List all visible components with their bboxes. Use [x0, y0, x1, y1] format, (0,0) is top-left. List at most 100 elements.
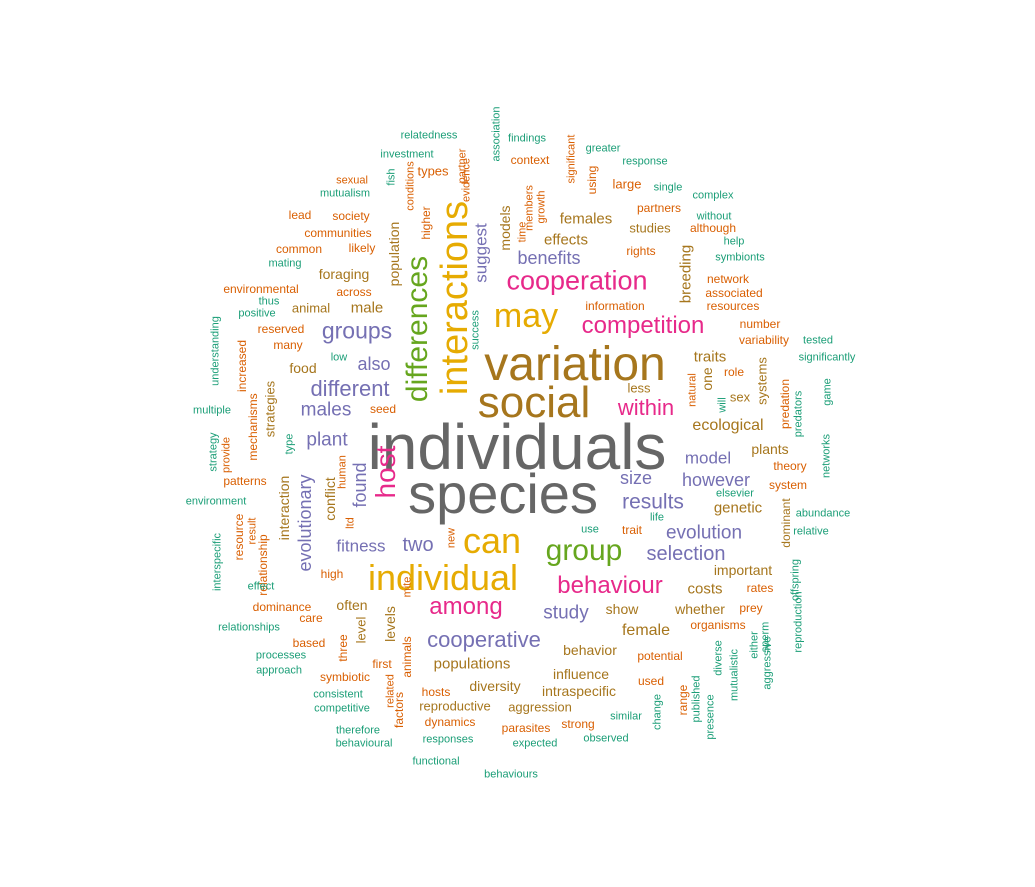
word-resources: resources: [706, 299, 760, 313]
word-interaction: interaction: [276, 475, 292, 541]
word-multiple: multiple: [193, 404, 231, 417]
word-types: types: [417, 163, 449, 179]
word-context: context: [510, 153, 550, 167]
word-mite: mite: [401, 576, 414, 598]
word-dynamics: dynamics: [424, 715, 476, 729]
word-common: common: [275, 242, 323, 256]
word-elsevier: elsevier: [716, 487, 754, 500]
word-growth: growth: [535, 190, 548, 224]
word-functional: functional: [412, 755, 460, 768]
word-individuals: individuals: [367, 411, 667, 483]
word-associated: associated: [705, 286, 763, 300]
word-populations: populations: [433, 655, 511, 673]
word-first: first: [372, 657, 392, 671]
word-published: published: [690, 675, 703, 723]
word-aggressive: aggressive: [761, 636, 774, 690]
word-investment: investment: [380, 148, 434, 161]
word-thus: thus: [258, 295, 280, 308]
word-traits: traits: [693, 348, 727, 366]
word-increased: increased: [235, 339, 249, 393]
word-hosts: hosts: [421, 685, 451, 699]
word-conflict: conflict: [322, 477, 338, 521]
word-environment: environment: [185, 495, 247, 508]
word-use: use: [581, 523, 599, 536]
word-significant: significant: [565, 134, 578, 184]
word-behaviours: behaviours: [484, 768, 538, 781]
word-potential: potential: [637, 649, 683, 663]
word-using: using: [585, 165, 599, 195]
word-theory: theory: [773, 459, 807, 473]
word-communities: communities: [304, 226, 372, 240]
word-two: two: [402, 534, 434, 556]
word-social: social: [477, 378, 591, 427]
word-costs: costs: [687, 580, 723, 598]
word-tested: tested: [803, 334, 833, 347]
word-may: may: [493, 297, 559, 335]
word-relationships: relationships: [218, 621, 280, 634]
word-among: among: [429, 593, 503, 620]
word-three: three: [336, 634, 350, 662]
word-networks: networks: [820, 433, 833, 479]
word-responses: responses: [422, 733, 474, 746]
word-often: often: [336, 597, 368, 613]
word-diverse: diverse: [712, 640, 725, 676]
word-differences: differences: [401, 255, 434, 403]
word-likely: likely: [348, 241, 376, 255]
word-predators: predators: [792, 390, 805, 438]
word-without: without: [696, 210, 732, 223]
word-large: large: [612, 176, 642, 192]
word-important: important: [713, 562, 773, 578]
word-males: males: [300, 399, 352, 421]
word-however: however: [681, 470, 751, 490]
word-sexual: sexual: [336, 174, 368, 187]
word-models: models: [497, 205, 513, 251]
word-influence: influence: [552, 666, 610, 682]
word-game: game: [821, 378, 834, 406]
word-population: population: [386, 221, 402, 287]
word-cooperation: cooperation: [506, 265, 648, 296]
word-animals: animals: [400, 636, 414, 678]
word-relatedness: relatedness: [400, 129, 458, 142]
word-animal: animal: [291, 300, 331, 316]
word-selection: selection: [646, 543, 726, 565]
word-seed: seed: [369, 402, 397, 416]
word-genetic: genetic: [713, 499, 763, 517]
word-consistent: consistent: [313, 688, 363, 701]
word-benefits: benefits: [517, 248, 581, 268]
word-ecological: ecological: [692, 417, 764, 434]
word-fitness: fitness: [336, 536, 386, 556]
word-partner: partner: [456, 148, 469, 184]
word-foraging: foraging: [318, 266, 370, 282]
word-also: also: [357, 354, 391, 374]
word-across: across: [336, 285, 372, 299]
word-natural: natural: [686, 373, 699, 407]
word-mating: mating: [268, 257, 302, 270]
word-symbiotic: symbiotic: [319, 670, 371, 684]
word-aggression: aggression: [508, 699, 572, 715]
word-studies: studies: [629, 220, 671, 236]
word-intraspecific: intraspecific: [542, 683, 616, 699]
word-mechanisms: mechanisms: [246, 393, 260, 461]
word-competitive: competitive: [314, 702, 370, 715]
word-predation: predation: [778, 378, 792, 430]
word-therefore: therefore: [335, 724, 381, 737]
word-provide: provide: [220, 436, 233, 474]
word-number: number: [739, 317, 781, 331]
word-presence: presence: [704, 694, 717, 740]
word-competition: competition: [581, 312, 705, 339]
word-systems: systems: [754, 357, 770, 405]
word-show: show: [605, 601, 639, 617]
word-study: study: [543, 602, 589, 624]
word-species: species: [408, 462, 598, 525]
word-mutualism: mutualism: [319, 187, 371, 200]
word-reproductive: reproductive: [419, 698, 491, 714]
word-behavior: behavior: [563, 642, 617, 658]
word-low: low: [330, 351, 348, 364]
word-variation: variation: [484, 338, 666, 391]
word-change: change: [651, 693, 664, 731]
word-male: male: [350, 299, 384, 317]
word-fish: fish: [385, 168, 398, 186]
word-type: type: [283, 433, 296, 455]
word-understanding: understanding: [209, 316, 222, 386]
